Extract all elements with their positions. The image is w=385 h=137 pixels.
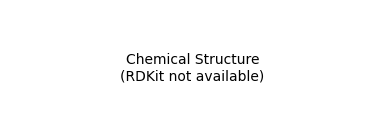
Text: Chemical Structure
(RDKit not available): Chemical Structure (RDKit not available) (121, 53, 264, 84)
